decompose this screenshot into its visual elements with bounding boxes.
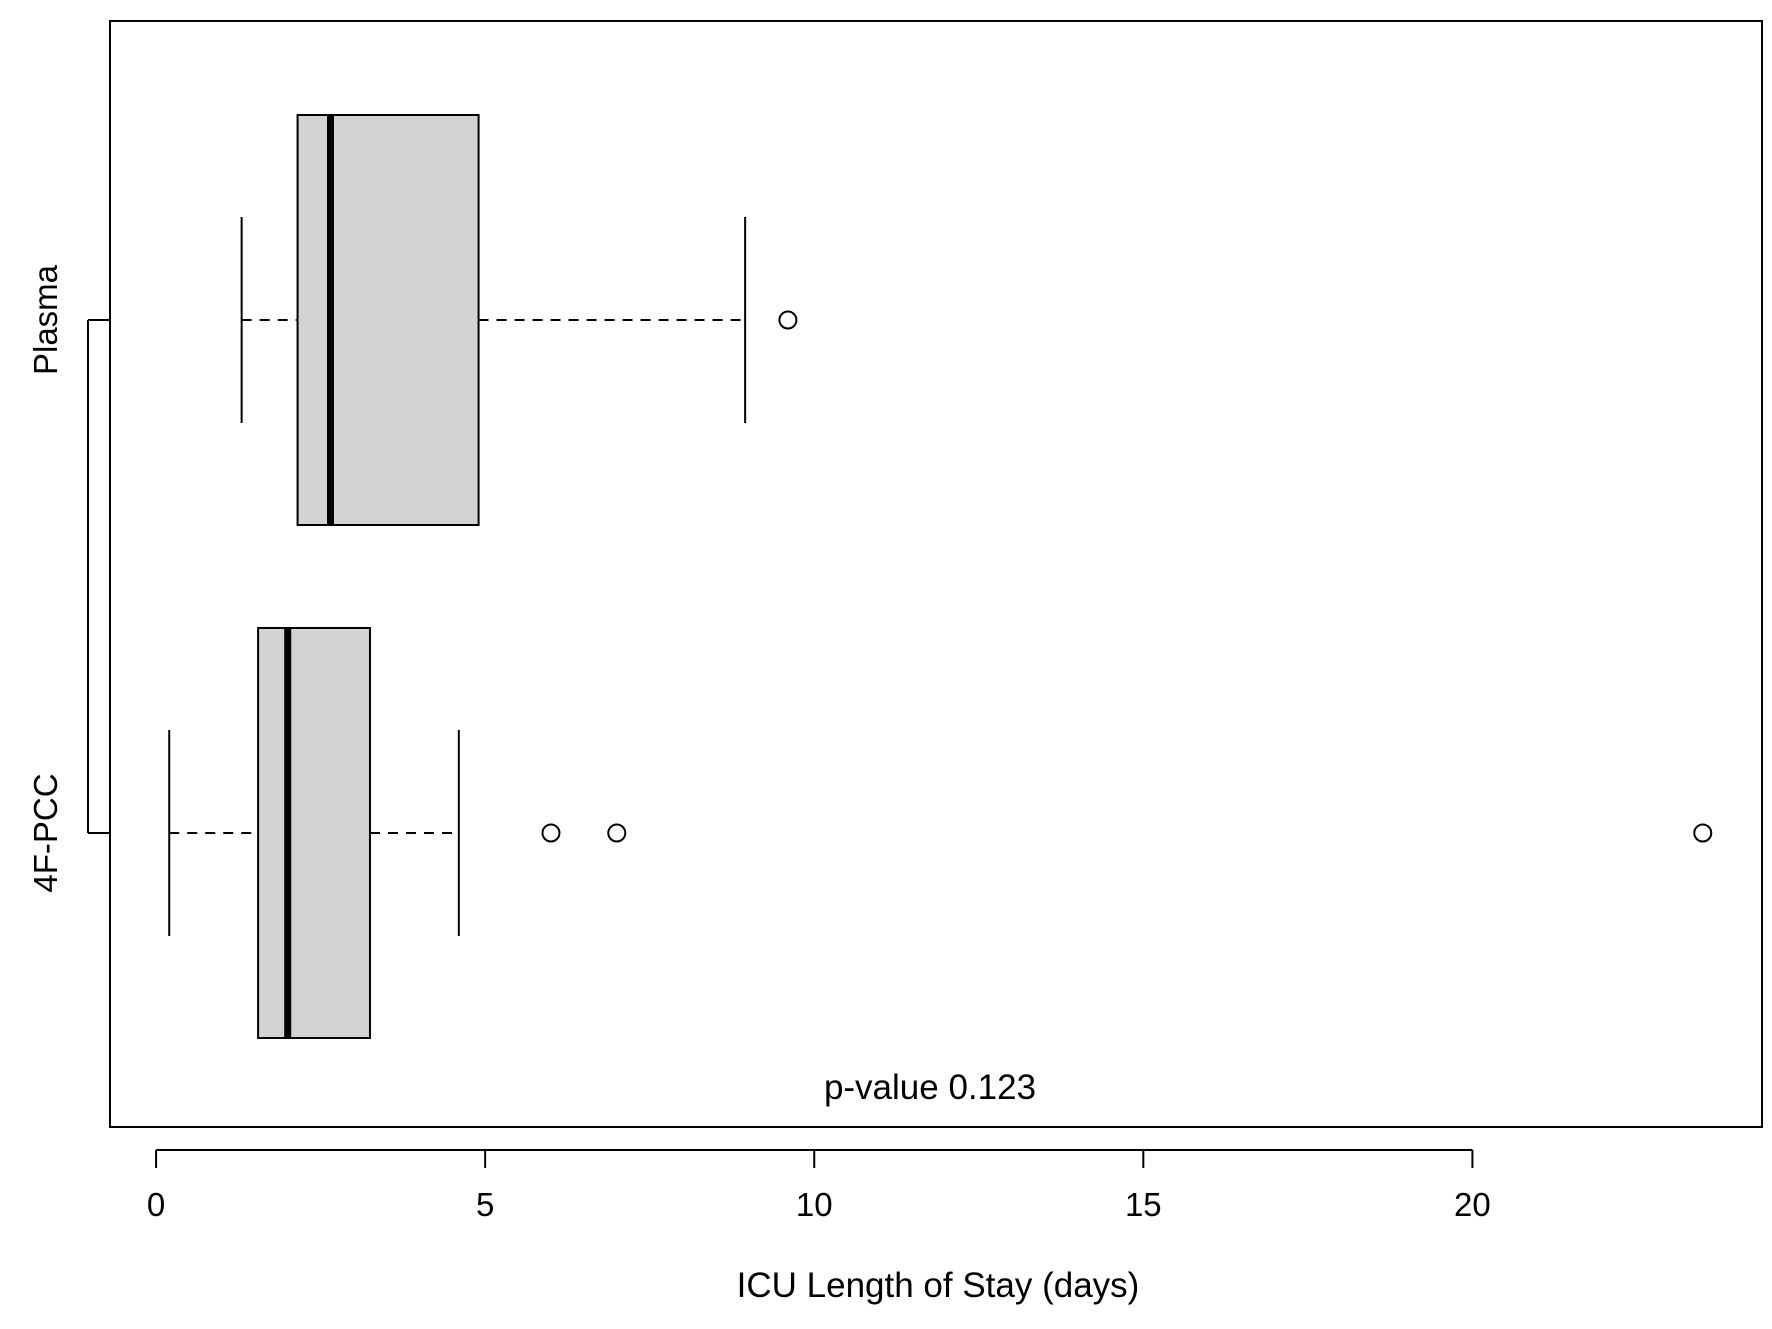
y-tick-label: 4F-PCC: [27, 773, 64, 892]
x-axis-title: ICU Length of Stay (days): [737, 1266, 1140, 1305]
x-tick-label: 0: [147, 1186, 165, 1223]
x-axis: 0 5 10 15 20: [147, 1149, 1491, 1223]
outlier-point: [1693, 823, 1713, 843]
iqr-box: [296, 114, 480, 526]
outlier-point: [778, 310, 798, 330]
y-axis: Plasma 4F-PCC: [27, 264, 110, 893]
outlier-point: [541, 823, 561, 843]
boxes-layer: [168, 114, 1713, 1039]
x-tick-label: 5: [476, 1186, 494, 1223]
x-tick-label: 10: [796, 1186, 833, 1223]
box-4f-pcc: [168, 627, 1713, 1039]
plot-frame: [109, 20, 1763, 1128]
p-value-annotation: p-value 0.123: [824, 1068, 1036, 1107]
x-tick-label: 15: [1125, 1186, 1162, 1223]
box-plasma: [240, 114, 798, 526]
x-tick-label: 20: [1454, 1186, 1491, 1223]
outlier-point: [607, 823, 627, 843]
y-tick-label: Plasma: [27, 264, 64, 375]
iqr-box: [257, 627, 371, 1039]
